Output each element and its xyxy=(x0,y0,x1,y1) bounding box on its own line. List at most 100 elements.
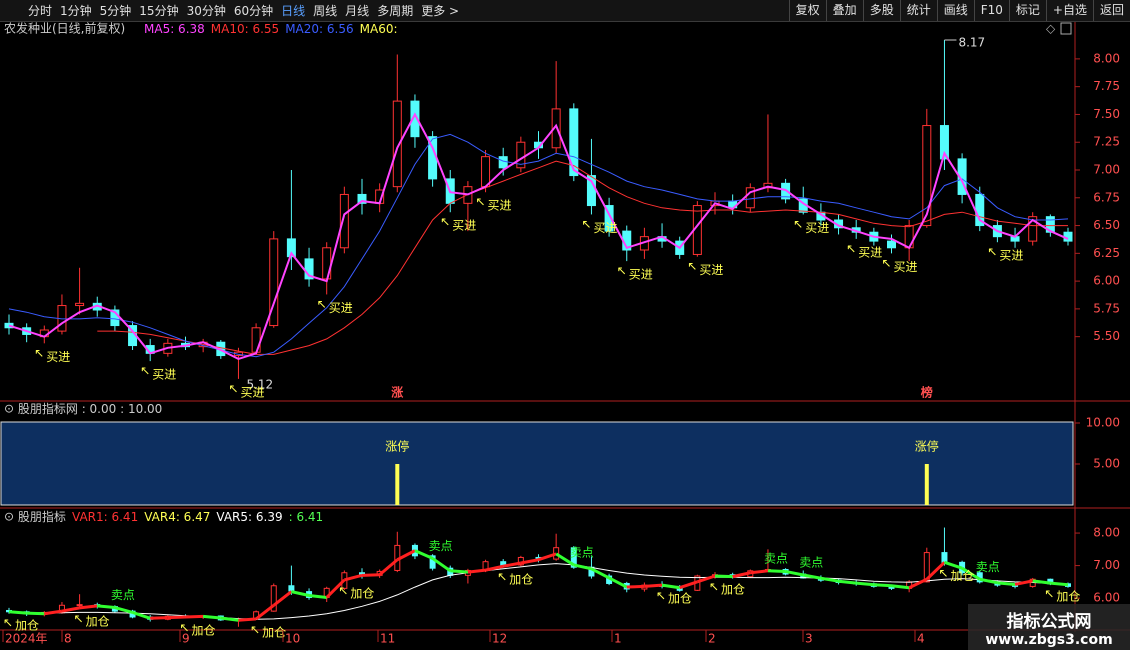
var1-segment xyxy=(520,558,539,565)
candle-body xyxy=(304,258,314,280)
var1-segment xyxy=(838,579,857,585)
tool-button[interactable]: 画线 xyxy=(936,0,974,21)
period-tab[interactable]: 日线 xyxy=(281,4,306,18)
var1-segment xyxy=(891,584,910,590)
arrow: ↖ xyxy=(581,217,591,231)
date-label: 8 xyxy=(64,632,72,646)
period-tab[interactable]: 多周期 xyxy=(377,4,414,18)
candle-body xyxy=(357,193,367,204)
legend-item: : 6.41 xyxy=(289,510,324,524)
date-label: 9 xyxy=(182,632,190,646)
low-label: 5.12 xyxy=(246,377,273,391)
var1-segment xyxy=(856,581,874,587)
var1-segment xyxy=(626,584,645,589)
period-tab[interactable]: 月线 xyxy=(345,4,370,18)
var1-segment xyxy=(467,568,486,574)
arrow: ↖ xyxy=(938,566,948,580)
legend-item: MA60: xyxy=(360,22,398,36)
legend-item: VAR1: 6.41 xyxy=(72,510,138,524)
line xyxy=(97,160,1068,355)
arrow: ↖ xyxy=(846,241,856,255)
arrow: ↖ xyxy=(1044,587,1054,601)
period-tabs: 分时 1分钟 5分钟 15分钟 30分钟 60分钟 日线 周线 月线 多周期 更多 > xyxy=(0,0,789,21)
var1-segment xyxy=(1050,581,1069,587)
legend-item: MA10: 6.55 xyxy=(211,22,279,36)
var1-segment xyxy=(185,614,204,619)
date-label: 2024年 xyxy=(5,632,48,646)
period-tab[interactable]: 分时 xyxy=(28,4,53,18)
candle-body xyxy=(1012,584,1019,587)
arrow: ↖ xyxy=(440,215,450,229)
var1-segment xyxy=(997,581,1016,586)
watermark-title: 指标公式网 xyxy=(1006,612,1092,632)
tool-button[interactable]: 标记 xyxy=(1008,0,1046,21)
var1-segment xyxy=(979,577,998,585)
add-signal: 加仓 xyxy=(350,586,374,600)
tool-button[interactable]: 多股 xyxy=(862,0,900,21)
tool-button[interactable]: +自选 xyxy=(1045,0,1093,21)
var1-segment xyxy=(785,569,804,577)
var1-segment xyxy=(538,552,557,562)
var1-segment xyxy=(679,580,698,590)
chart-title: 农发种业(日线,前复权) xyxy=(4,22,125,36)
legend-item: VAR4: 6.47 xyxy=(144,510,210,524)
var1-segment xyxy=(150,616,168,620)
candle-body xyxy=(939,125,949,160)
candle-body xyxy=(270,585,277,612)
panel-title: ⊙ 股朋指标 xyxy=(4,509,66,524)
tool-button[interactable]: 统计 xyxy=(899,0,937,21)
tool-button[interactable]: 叠加 xyxy=(825,0,863,21)
period-tab[interactable]: 5分钟 xyxy=(99,4,132,18)
legend-item: MA5: 6.38 xyxy=(144,22,205,36)
var1-segment xyxy=(61,606,80,613)
watermark: 指标公式网 www.zbgs3.com xyxy=(968,604,1130,650)
var1-segment xyxy=(114,606,133,614)
candle-body xyxy=(392,100,402,188)
var1-segment xyxy=(608,576,628,589)
add-signal: 加仓 xyxy=(15,618,39,632)
var1-segment xyxy=(644,583,663,588)
period-tab[interactable]: 30分钟 xyxy=(186,4,226,18)
arrow: ↖ xyxy=(656,589,666,603)
var1-segment xyxy=(272,590,293,607)
arrow: ↖ xyxy=(882,256,892,270)
arrow: ↖ xyxy=(338,583,348,597)
candle-body xyxy=(76,604,83,607)
watermark-url: www.zbgs3.com xyxy=(985,632,1113,648)
period-tab[interactable]: 60分钟 xyxy=(233,4,274,18)
var1-segment xyxy=(378,558,399,576)
period-tab[interactable]: 15分钟 xyxy=(139,4,179,18)
add-signal: 加仓 xyxy=(721,583,745,597)
tool-button[interactable]: 返回 xyxy=(1092,0,1130,21)
toolbar: 分时 1分钟 5分钟 15分钟 30分钟 60分钟 日线 周线 月线 多周期 更多 > 复权 叠加 多股统… xyxy=(0,0,1130,22)
period-tab[interactable]: 周线 xyxy=(313,4,338,18)
candle-body xyxy=(481,156,491,188)
var1-segment xyxy=(1014,579,1033,586)
period-tab[interactable]: 更多 > xyxy=(421,4,460,18)
tool-button[interactable]: F10 xyxy=(973,0,1009,21)
tool-button[interactable]: 复权 xyxy=(788,0,826,21)
y-tick-label: 5.50 xyxy=(1093,329,1120,343)
chart: ◇ 农发种业(日线,前复权) ⊙ 股朋指标网 : 0.00 : 10.00 ⊙ … xyxy=(0,22,1130,646)
candle-body xyxy=(569,108,579,177)
arrow: ↖ xyxy=(3,615,13,629)
date-label: 11 xyxy=(380,632,395,646)
y-tick-label: 6.00 xyxy=(1093,591,1120,605)
candle-body xyxy=(339,193,349,249)
candle-body xyxy=(922,125,932,227)
sell-signal: 卖点 xyxy=(799,556,823,570)
candle-body xyxy=(269,238,279,327)
limit-mark: 榜 xyxy=(921,385,933,400)
var1-segment xyxy=(767,569,786,573)
period-tab[interactable]: 1分钟 xyxy=(60,4,92,18)
var1-segment xyxy=(873,583,892,588)
candle-body xyxy=(498,156,508,169)
var1-segment xyxy=(555,552,575,567)
var1-segment xyxy=(1032,579,1051,585)
arrow: ↖ xyxy=(250,622,260,636)
buy-signal: 买进 xyxy=(452,219,476,233)
sell-signal: 卖点 xyxy=(429,539,453,553)
y-tick-label: 7.75 xyxy=(1093,79,1120,93)
sell-signal: 卖点 xyxy=(111,588,135,602)
